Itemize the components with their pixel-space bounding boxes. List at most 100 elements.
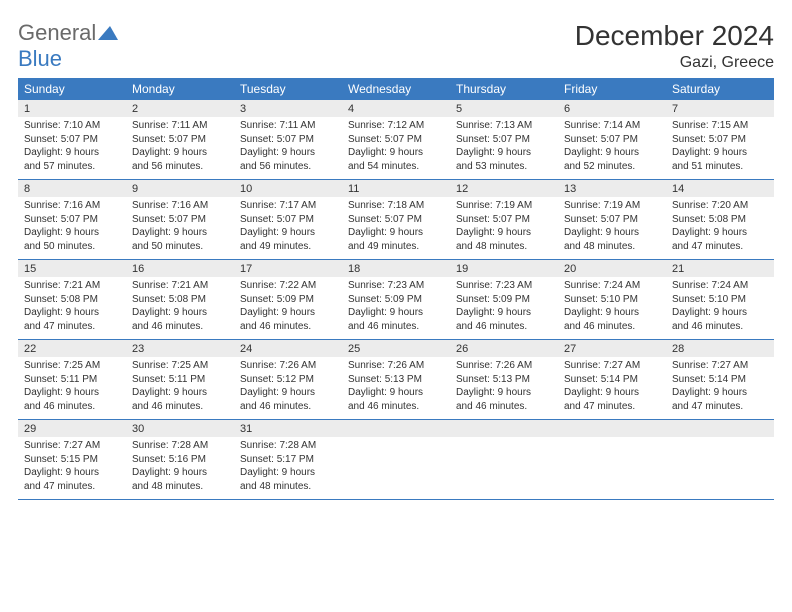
daylight-line1: Daylight: 9 hours	[348, 226, 444, 240]
daylight-line1: Daylight: 9 hours	[456, 146, 552, 160]
daylight-line2: and 53 minutes.	[456, 160, 552, 174]
weekday-header: Thursday	[450, 78, 558, 100]
day-number	[666, 420, 774, 438]
sunrise-text: Sunrise: 7:16 AM	[24, 199, 120, 213]
day-number: 5	[450, 100, 558, 117]
day-cell: Sunrise: 7:26 AMSunset: 5:12 PMDaylight:…	[234, 357, 342, 420]
day-number: 27	[558, 340, 666, 358]
location: Gazi, Greece	[575, 54, 774, 72]
daylight-line2: and 46 minutes.	[456, 400, 552, 414]
day-number: 1	[18, 100, 126, 117]
daylight-line1: Daylight: 9 hours	[240, 226, 336, 240]
day-cell	[558, 437, 666, 500]
day-number: 25	[342, 340, 450, 358]
day-cell: Sunrise: 7:21 AMSunset: 5:08 PMDaylight:…	[126, 277, 234, 340]
day-number: 22	[18, 340, 126, 358]
sunset-text: Sunset: 5:10 PM	[564, 293, 660, 307]
daylight-line1: Daylight: 9 hours	[24, 466, 120, 480]
day-content-row: Sunrise: 7:21 AMSunset: 5:08 PMDaylight:…	[18, 277, 774, 340]
month-title: December 2024	[575, 20, 774, 52]
sunrise-text: Sunrise: 7:27 AM	[672, 359, 768, 373]
day-cell: Sunrise: 7:14 AMSunset: 5:07 PMDaylight:…	[558, 117, 666, 180]
day-number	[558, 420, 666, 438]
daylight-line1: Daylight: 9 hours	[24, 226, 120, 240]
day-number: 20	[558, 260, 666, 278]
weekday-header: Saturday	[666, 78, 774, 100]
daylight-line2: and 50 minutes.	[132, 240, 228, 254]
day-cell: Sunrise: 7:25 AMSunset: 5:11 PMDaylight:…	[126, 357, 234, 420]
sunset-text: Sunset: 5:07 PM	[132, 133, 228, 147]
calendar-page: General Blue December 2024 Gazi, Greece …	[0, 0, 792, 510]
day-number: 8	[18, 180, 126, 198]
sunrise-text: Sunrise: 7:24 AM	[564, 279, 660, 293]
day-number	[450, 420, 558, 438]
sunset-text: Sunset: 5:14 PM	[564, 373, 660, 387]
daylight-line2: and 46 minutes.	[672, 320, 768, 334]
day-number: 10	[234, 180, 342, 198]
sunrise-text: Sunrise: 7:12 AM	[348, 119, 444, 133]
sunset-text: Sunset: 5:07 PM	[348, 213, 444, 227]
daylight-line2: and 48 minutes.	[564, 240, 660, 254]
daylight-line2: and 46 minutes.	[564, 320, 660, 334]
daylight-line1: Daylight: 9 hours	[132, 226, 228, 240]
day-cell: Sunrise: 7:11 AMSunset: 5:07 PMDaylight:…	[126, 117, 234, 180]
day-cell: Sunrise: 7:19 AMSunset: 5:07 PMDaylight:…	[558, 197, 666, 260]
logo-part1: General	[18, 20, 96, 45]
sunrise-text: Sunrise: 7:28 AM	[132, 439, 228, 453]
sunset-text: Sunset: 5:15 PM	[24, 453, 120, 467]
daylight-line2: and 46 minutes.	[348, 400, 444, 414]
day-cell: Sunrise: 7:12 AMSunset: 5:07 PMDaylight:…	[342, 117, 450, 180]
sunset-text: Sunset: 5:07 PM	[456, 213, 552, 227]
day-cell: Sunrise: 7:13 AMSunset: 5:07 PMDaylight:…	[450, 117, 558, 180]
day-content-row: Sunrise: 7:10 AMSunset: 5:07 PMDaylight:…	[18, 117, 774, 180]
daylight-line2: and 47 minutes.	[564, 400, 660, 414]
daylight-line2: and 46 minutes.	[240, 320, 336, 334]
sunrise-text: Sunrise: 7:18 AM	[348, 199, 444, 213]
sunset-text: Sunset: 5:14 PM	[672, 373, 768, 387]
calendar-table: Sunday Monday Tuesday Wednesday Thursday…	[18, 78, 774, 500]
daylight-line1: Daylight: 9 hours	[24, 306, 120, 320]
sunset-text: Sunset: 5:07 PM	[672, 133, 768, 147]
day-cell: Sunrise: 7:16 AMSunset: 5:07 PMDaylight:…	[18, 197, 126, 260]
daylight-line2: and 51 minutes.	[672, 160, 768, 174]
sunrise-text: Sunrise: 7:19 AM	[564, 199, 660, 213]
sunset-text: Sunset: 5:07 PM	[456, 133, 552, 147]
sunset-text: Sunset: 5:07 PM	[24, 213, 120, 227]
day-cell: Sunrise: 7:22 AMSunset: 5:09 PMDaylight:…	[234, 277, 342, 340]
sunrise-text: Sunrise: 7:11 AM	[132, 119, 228, 133]
sunset-text: Sunset: 5:16 PM	[132, 453, 228, 467]
daylight-line2: and 46 minutes.	[132, 400, 228, 414]
day-cell: Sunrise: 7:10 AMSunset: 5:07 PMDaylight:…	[18, 117, 126, 180]
sunrise-text: Sunrise: 7:25 AM	[132, 359, 228, 373]
day-number: 2	[126, 100, 234, 117]
day-cell: Sunrise: 7:20 AMSunset: 5:08 PMDaylight:…	[666, 197, 774, 260]
day-cell: Sunrise: 7:25 AMSunset: 5:11 PMDaylight:…	[18, 357, 126, 420]
daylight-line1: Daylight: 9 hours	[456, 226, 552, 240]
weekday-header: Monday	[126, 78, 234, 100]
day-cell	[342, 437, 450, 500]
weekday-header-row: Sunday Monday Tuesday Wednesday Thursday…	[18, 78, 774, 100]
day-cell: Sunrise: 7:27 AMSunset: 5:15 PMDaylight:…	[18, 437, 126, 500]
header: General Blue December 2024 Gazi, Greece	[18, 20, 774, 72]
daylight-line1: Daylight: 9 hours	[348, 146, 444, 160]
sunrise-text: Sunrise: 7:21 AM	[24, 279, 120, 293]
day-cell: Sunrise: 7:19 AMSunset: 5:07 PMDaylight:…	[450, 197, 558, 260]
daylight-line1: Daylight: 9 hours	[672, 226, 768, 240]
logo: General Blue	[18, 20, 118, 72]
sunset-text: Sunset: 5:07 PM	[240, 133, 336, 147]
daynum-row: 891011121314	[18, 180, 774, 198]
sunset-text: Sunset: 5:09 PM	[348, 293, 444, 307]
daylight-line2: and 56 minutes.	[132, 160, 228, 174]
day-number: 15	[18, 260, 126, 278]
day-number: 17	[234, 260, 342, 278]
daynum-row: 15161718192021	[18, 260, 774, 278]
daylight-line2: and 57 minutes.	[24, 160, 120, 174]
daylight-line1: Daylight: 9 hours	[240, 386, 336, 400]
sunset-text: Sunset: 5:08 PM	[672, 213, 768, 227]
day-cell: Sunrise: 7:15 AMSunset: 5:07 PMDaylight:…	[666, 117, 774, 180]
sunset-text: Sunset: 5:17 PM	[240, 453, 336, 467]
day-cell: Sunrise: 7:24 AMSunset: 5:10 PMDaylight:…	[666, 277, 774, 340]
sunset-text: Sunset: 5:08 PM	[24, 293, 120, 307]
sunrise-text: Sunrise: 7:19 AM	[456, 199, 552, 213]
sunrise-text: Sunrise: 7:11 AM	[240, 119, 336, 133]
